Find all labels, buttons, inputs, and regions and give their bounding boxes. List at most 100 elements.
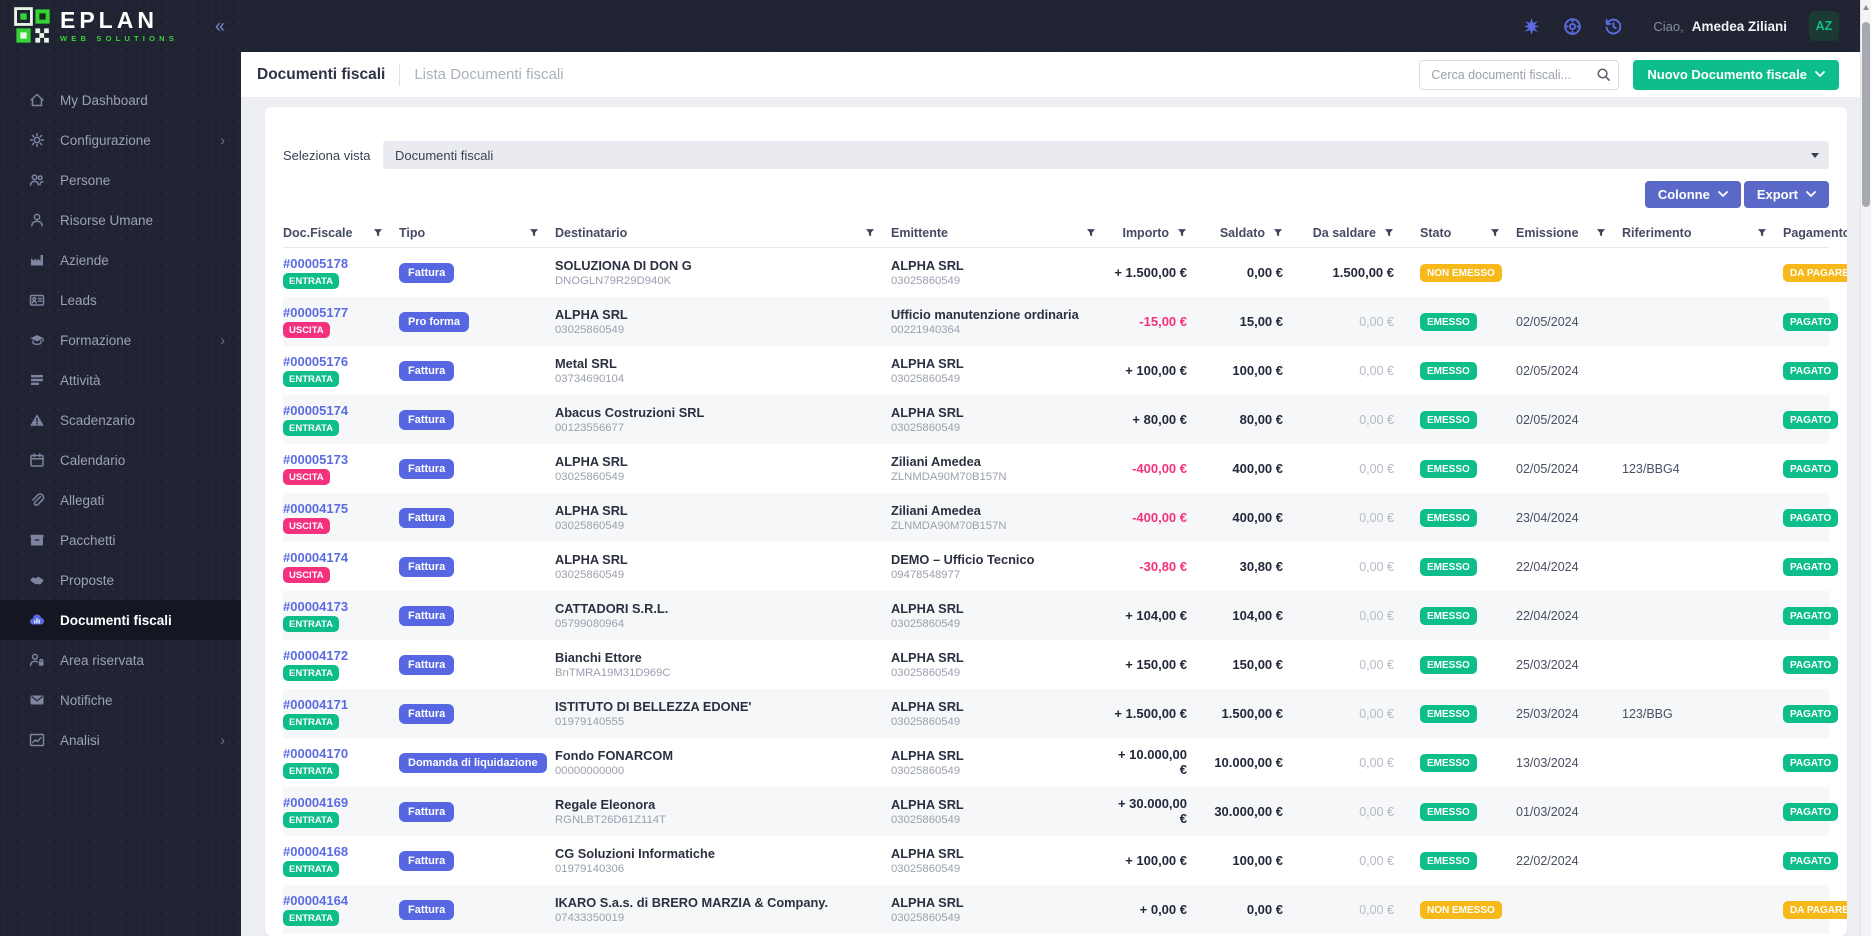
column-label: Da saldare <box>1312 225 1376 240</box>
table-row[interactable]: #00004174 USCITA Fattura ALPHA SRL 030258605… <box>283 542 1839 591</box>
column-header-stato[interactable]: Stato <box>1420 218 1510 247</box>
table-row[interactable]: #00004170 ENTRATA Domanda di liquidazione F… <box>283 738 1839 787</box>
sidebar-item-documenti-fiscali[interactable]: Documenti fiscali <box>0 600 241 640</box>
stato-badge: EMESSO <box>1420 607 1477 626</box>
column-header-tipo[interactable]: Tipo <box>399 218 549 247</box>
sidebar-item-allegati[interactable]: Allegati <box>0 480 241 520</box>
sidebar-item-proposte[interactable]: Proposte <box>0 560 241 600</box>
table-row[interactable]: #00004171 ENTRATA Fattura ISTITUTO DI BELLE… <box>283 689 1839 738</box>
doc-id-link[interactable]: #00004164 <box>283 892 349 908</box>
filter-icon[interactable] <box>529 228 539 238</box>
sidebar-item-scadenzario[interactable]: Scadenzario <box>0 400 241 440</box>
globe-icon[interactable] <box>1563 17 1582 36</box>
table-row[interactable]: #00004168 ENTRATA Fattura CG Soluzioni Info… <box>283 836 1839 885</box>
emittente-name: ALPHA SRL <box>891 796 964 812</box>
riferimento-value: 123/BBG <box>1622 706 1673 721</box>
table-header: Doc.Fiscale Tipo Destinatario Emittente Impo… <box>283 218 1847 248</box>
table-row[interactable]: #00004172 ENTRATA Fattura Bianchi Ettore BnT… <box>283 640 1839 689</box>
sidebar-item-persone[interactable]: Persone <box>0 160 241 200</box>
filter-icon[interactable] <box>1273 228 1283 238</box>
table-row[interactable]: #00004169 ENTRATA Fattura Regale Eleonora RG… <box>283 787 1839 836</box>
filter-icon[interactable] <box>1086 228 1096 238</box>
sparkle-icon[interactable] <box>1522 17 1541 36</box>
doc-id-link[interactable]: #00005176 <box>283 353 349 369</box>
sidebar-item-my-dashboard[interactable]: My Dashboard <box>0 80 241 120</box>
doc-id-link[interactable]: #00005174 <box>283 402 349 418</box>
doc-id-link[interactable]: #00004168 <box>283 843 349 859</box>
new-document-button[interactable]: Nuovo Documento fiscale <box>1633 59 1839 90</box>
emittente-code: 03025860549 <box>891 715 961 728</box>
avatar[interactable]: AZ <box>1809 11 1839 41</box>
sidebar-item-configurazione[interactable]: Configurazione › <box>0 120 241 160</box>
direction-badge: ENTRATA <box>283 273 339 290</box>
emittente-code: 09478548977 <box>891 568 961 581</box>
importo-value: + 10.000,00 € <box>1117 746 1187 777</box>
column-header-pagamento[interactable]: Pagamento <box>1783 218 1847 247</box>
sidebar-collapse-icon[interactable]: « <box>214 15 225 36</box>
doc-id-link[interactable]: #00004170 <box>283 745 349 761</box>
history-icon[interactable] <box>1604 17 1623 36</box>
filter-icon[interactable] <box>1177 228 1187 238</box>
doc-id-link[interactable]: #00004169 <box>283 794 349 810</box>
saldato-value: 100,00 € <box>1232 362 1283 378</box>
sidebar-item-aziende[interactable]: Aziende <box>0 240 241 280</box>
scrollbar-thumb[interactable] <box>1862 22 1870 207</box>
table-row[interactable]: #00005173 USCITA Fattura ALPHA SRL 030258605… <box>283 444 1839 493</box>
column-header-da-saldare[interactable]: Da saldare <box>1309 218 1414 247</box>
sidebar-item-area-riservata[interactable]: Area riservata <box>0 640 241 680</box>
sidebar-item-leads[interactable]: Leads <box>0 280 241 320</box>
table-row[interactable]: #00004164 ENTRATA Fattura IKARO S.a.s. di B… <box>283 885 1847 934</box>
column-header-riferimento[interactable]: Riferimento <box>1622 218 1777 247</box>
filter-icon[interactable] <box>1490 228 1500 238</box>
filter-icon[interactable] <box>1384 228 1394 238</box>
filter-icon[interactable] <box>865 228 875 238</box>
page-scrollbar[interactable] <box>1860 0 1871 936</box>
doc-id-link[interactable]: #00005178 <box>283 255 349 271</box>
filter-icon[interactable] <box>1596 228 1606 238</box>
column-header-emittente[interactable]: Emittente <box>891 218 1106 247</box>
table-row[interactable]: #00004173 ENTRATA Fattura CATTADORI S.R.L. 0… <box>283 591 1839 640</box>
sidebar-item-analisi[interactable]: Analisi › <box>0 720 241 760</box>
doc-id-link[interactable]: #00004173 <box>283 598 349 614</box>
doc-id-link[interactable]: #00005173 <box>283 451 349 467</box>
da-saldare-value: 0,00 € <box>1359 461 1394 476</box>
filter-icon[interactable] <box>1757 228 1767 238</box>
column-header-destinatario[interactable]: Destinatario <box>555 218 885 247</box>
export-button[interactable]: Export <box>1743 181 1829 208</box>
table-row[interactable]: #00005178 ENTRATA Fattura SOLUZIONA DI DON … <box>283 248 1847 297</box>
table-row[interactable]: #00005177 USCITA Pro forma ALPHA SRL 0302586… <box>283 297 1839 346</box>
sidebar-item-attivit[interactable]: Attività <box>0 360 241 400</box>
filter-icon[interactable] <box>373 228 383 238</box>
view-select[interactable]: Documenti fiscali <box>383 141 1829 169</box>
warning-icon <box>28 412 45 429</box>
sidebar-item-pacchetti[interactable]: Pacchetti <box>0 520 241 560</box>
search-icon[interactable] <box>1596 67 1611 82</box>
search-input[interactable] <box>1419 59 1620 90</box>
columns-button[interactable]: Colonne <box>1644 181 1741 208</box>
doc-id-link[interactable]: #00004172 <box>283 647 349 663</box>
table-row[interactable]: #00005174 ENTRATA Fattura Abacus Costruzion… <box>283 395 1839 444</box>
table-row[interactable]: #00004175 USCITA Fattura ALPHA SRL 030258605… <box>283 493 1839 542</box>
doc-id-link[interactable]: #00005177 <box>283 304 349 320</box>
sidebar-item-label: Leads <box>60 292 97 308</box>
sidebar-item-formazione[interactable]: Formazione › <box>0 320 241 360</box>
sidebar-item-notifiche[interactable]: Notifiche <box>0 680 241 720</box>
scroll-up-icon[interactable] <box>1863 5 1869 10</box>
brand-name: EPLAN <box>60 7 158 34</box>
tipo-badge: Fattura <box>399 654 455 675</box>
table-row[interactable]: #00005176 ENTRATA Fattura Metal SRL 03734690… <box>283 346 1839 395</box>
column-header-emissione[interactable]: Emissione <box>1516 218 1616 247</box>
column-header-importo[interactable]: Importo <box>1112 218 1207 247</box>
doc-id-link[interactable]: #00004175 <box>283 500 349 516</box>
saldato-value: 1.500,00 € <box>1221 705 1283 721</box>
sidebar-item-calendario[interactable]: Calendario <box>0 440 241 480</box>
doc-id-link[interactable]: #00004171 <box>283 696 349 712</box>
destinatario-name: Bianchi Ettore <box>555 649 642 665</box>
column-header-doc-fiscale[interactable]: Doc.Fiscale <box>283 218 393 247</box>
destinatario-name: CG Soluzioni Informatiche <box>555 845 715 861</box>
doc-id-link[interactable]: #00004174 <box>283 549 349 565</box>
column-label: Emissione <box>1516 225 1579 240</box>
column-header-saldato[interactable]: Saldato <box>1213 218 1303 247</box>
sidebar-item-risorse-umane[interactable]: Risorse Umane <box>0 200 241 240</box>
destinatario-name: Fondo FONARCOM <box>555 747 673 763</box>
